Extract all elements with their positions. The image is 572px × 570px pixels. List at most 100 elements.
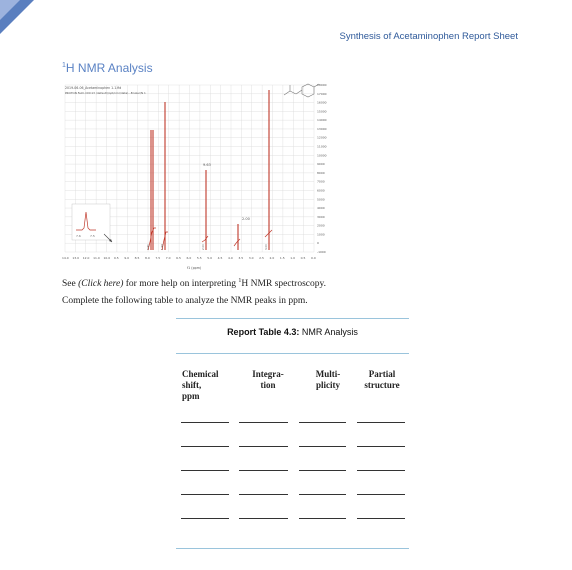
x-tick-label: 14.0	[62, 256, 69, 260]
spectrum-path-label: PROTON Felm CDC13 (default)/opt/nmr/data…	[65, 91, 146, 95]
table-caption: Report Table 4.3: NMR Analysis	[176, 327, 409, 341]
chemical-shift-field[interactable]	[181, 422, 229, 423]
y-tick-label: 14000	[317, 118, 327, 122]
x-axis-label: f1 (ppm)	[187, 266, 201, 270]
column-header-line: Integra-	[252, 369, 284, 379]
partial-structure-field[interactable]	[357, 518, 405, 519]
inset-label-a: 7.6	[76, 234, 81, 238]
integration-field[interactable]	[239, 518, 288, 519]
y-tick-label: 15000	[317, 109, 327, 113]
integration-field[interactable]	[239, 494, 288, 495]
x-tick-label: 12.0	[83, 256, 90, 260]
integral-label: 0.91	[146, 244, 150, 250]
multiplicity-field[interactable]	[299, 518, 346, 519]
integral-labels: 0.91 1.99 2.00 3.00	[146, 244, 268, 250]
integration-field[interactable]	[239, 422, 288, 423]
page-corner-accent-light	[0, 0, 20, 20]
table-row	[176, 422, 409, 446]
x-tick-label: 13.0	[72, 256, 79, 260]
y-tick-label: 17000	[317, 92, 327, 96]
y-tick-label: 2000	[317, 224, 325, 228]
integration-field[interactable]	[239, 446, 288, 447]
chemical-shift-field[interactable]	[181, 494, 229, 495]
table-top-rule	[176, 318, 409, 319]
column-header-chemical-shift: Chemical shift, ppm	[182, 369, 219, 402]
x-tick-label: 8.5	[135, 256, 140, 260]
column-header-partial-structure: Partial structure	[354, 369, 410, 391]
partial-structure-field[interactable]	[357, 470, 405, 471]
integral-label: 1.99	[160, 244, 164, 250]
table-column-headers: Chemical shift, ppm Integra- tion Multi-…	[176, 369, 409, 419]
column-header-line: structure	[364, 380, 400, 390]
x-tick-label: 5.5	[197, 256, 202, 260]
help-rest-2: H NMR spectroscopy.	[241, 279, 327, 290]
multiplicity-field[interactable]	[299, 422, 346, 423]
report-table: Report Table 4.3: NMR Analysis Chemical …	[176, 318, 409, 549]
x-tick-label: 1.5	[280, 256, 285, 260]
x-tick-label: 6.0	[187, 256, 192, 260]
chemical-shift-field[interactable]	[181, 446, 229, 447]
integration-field[interactable]	[239, 470, 288, 471]
help-rest-1: for more help on interpreting	[123, 279, 239, 290]
column-header-line: shift,	[182, 380, 202, 390]
spectrum-inset: 7.6 7.5	[71, 203, 113, 243]
help-link[interactable]: (Click here)	[78, 279, 124, 290]
x-tick-label: 4.0	[228, 256, 233, 260]
x-tick-label: 6.5	[176, 256, 181, 260]
partial-structure-field[interactable]	[357, 422, 405, 423]
spectrum-integrals	[147, 227, 273, 251]
column-header-multiplicity: Multi- plicity	[300, 369, 356, 391]
nmr-spectrum-image: 2019-06-06_Acetaminophen 1.1.fid PROTON …	[62, 82, 344, 272]
acetaminophen-structure-icon	[283, 83, 320, 98]
help-text: See (Click here) for more help on interp…	[62, 278, 326, 289]
x-tick-label: 7.5	[155, 256, 160, 260]
y-tick-label: 18000	[317, 83, 327, 87]
y-tick-label: -1000	[317, 250, 326, 254]
column-header-line: Chemical	[182, 369, 219, 379]
multiplicity-field[interactable]	[299, 470, 346, 471]
table-caption-text: NMR Analysis	[299, 327, 358, 337]
multiplicity-field[interactable]	[299, 494, 346, 495]
x-tick-label: 3.0	[249, 256, 254, 260]
x-axis-tick-labels: 14.0 13.0 12.0 11.0 10.0 9.5 9.0 8.5 8.0 7.5 7.0 6.…	[62, 256, 316, 260]
y-tick-label: 1000	[317, 232, 325, 236]
y-tick-label: 0	[317, 241, 319, 245]
y-tick-label: 13000	[317, 127, 327, 131]
x-tick-label: 3.5	[238, 256, 243, 260]
x-tick-label: 1.0	[290, 256, 295, 260]
integral-label: 2.00	[201, 244, 205, 250]
chemical-shift-field[interactable]	[181, 518, 229, 519]
y-tick-label: 5000	[317, 197, 325, 201]
instructions-text: Complete the following table to analyze …	[62, 296, 308, 306]
x-tick-label: 5.0	[207, 256, 212, 260]
y-tick-label: 7000	[317, 180, 325, 184]
chemical-shift-field[interactable]	[181, 470, 229, 471]
x-tick-label: 7.0	[166, 256, 171, 260]
table-row	[176, 494, 409, 518]
caption-rule	[176, 353, 409, 354]
y-tick-label: 11000	[317, 145, 327, 149]
partial-structure-field[interactable]	[357, 446, 405, 447]
y-tick-label: 12000	[317, 136, 327, 140]
integral-label: 3.00	[264, 244, 268, 250]
y-tick-label: 10000	[317, 153, 327, 157]
y-tick-label: 16000	[317, 101, 327, 105]
partial-structure-field[interactable]	[357, 494, 405, 495]
y-tick-label: 9000	[317, 162, 325, 166]
help-see: See	[62, 279, 79, 290]
column-header-integration: Integra- tion	[240, 369, 296, 391]
table-row	[176, 518, 409, 542]
inset-label-b: 7.5	[90, 234, 95, 238]
column-header-line: Partial	[368, 369, 396, 379]
table-bottom-rule	[176, 548, 409, 549]
y-tick-label: 4000	[317, 206, 325, 210]
y-tick-label: 3000	[317, 215, 325, 219]
table-row	[176, 470, 409, 494]
help-superscript: 1	[238, 278, 242, 284]
x-tick-label: 8.0	[145, 256, 150, 260]
x-tick-label: 10.0	[104, 256, 111, 260]
multiplicity-field[interactable]	[299, 446, 346, 447]
peak-label-b: 2.00	[242, 217, 250, 221]
report-sheet-title: Synthesis of Acetaminophen Report Sheet	[339, 31, 518, 42]
section-title-text: H NMR Analysis	[65, 61, 153, 75]
